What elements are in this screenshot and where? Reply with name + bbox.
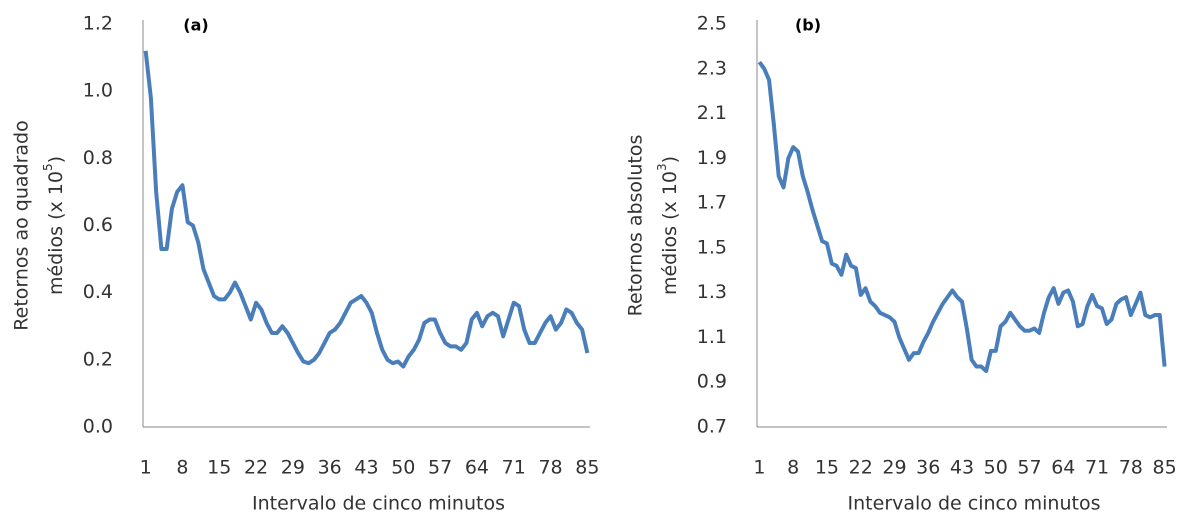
x-tick-label: 78 <box>1119 457 1143 479</box>
x-tick-label: 36 <box>916 457 940 479</box>
x-tick-label: 1 <box>140 457 152 479</box>
y-tick-label: 0.8 <box>83 147 113 169</box>
x-tick-label: 29 <box>882 457 906 479</box>
y-label-suffix: ) <box>45 156 67 163</box>
y-tick-label: 1.1 <box>697 326 727 348</box>
y-tick-label: 1.9 <box>697 147 727 169</box>
y-tick-label: 0.7 <box>697 416 727 438</box>
y-tick-label: 1.2 <box>83 13 113 35</box>
x-tick-label: 78 <box>538 457 562 479</box>
x-tick-label: 85 <box>575 457 599 479</box>
y-label-text: médios (x 10 <box>45 171 67 295</box>
x-axis-label: Intervalo de cinco minutos <box>848 493 1101 515</box>
y-tick-label: 1.3 <box>697 281 727 303</box>
chart-panel: 0.70.91.11.31.51.71.92.12.32.51 8 15 22 29 36… <box>625 13 1177 515</box>
y-tick-label: 0.4 <box>83 281 113 303</box>
y-tick-label: 1.0 <box>83 80 113 102</box>
x-tick-label: 8 <box>787 457 799 479</box>
x-tick-label: 1 <box>753 457 765 479</box>
y-label-suffix: ) <box>659 156 681 163</box>
x-tick-label: 15 <box>207 457 231 479</box>
x-tick-label: 29 <box>281 457 305 479</box>
data-line <box>757 60 1167 374</box>
data-line <box>143 50 590 369</box>
x-tick-label: 43 <box>950 457 974 479</box>
x-tick-label: 64 <box>465 457 489 479</box>
y-tick-label: 0.2 <box>83 348 113 370</box>
y-axis-label: médios (x 103) <box>655 156 681 295</box>
chart-title: (b) <box>795 16 821 35</box>
x-tick-label: 8 <box>176 457 188 479</box>
x-tick-label: 15 <box>815 457 839 479</box>
x-tick-label: 22 <box>244 457 268 479</box>
y-tick-label: 2.5 <box>697 13 727 35</box>
x-tick-label: 64 <box>1051 457 1075 479</box>
y-tick-label: 1.5 <box>697 236 727 258</box>
x-tick-label: 57 <box>428 457 452 479</box>
x-tick-label: 36 <box>318 457 342 479</box>
x-tick-label: 43 <box>354 457 378 479</box>
y-tick-label: 2.3 <box>697 57 727 79</box>
x-tick-label: 71 <box>1085 457 1109 479</box>
y-axis-label: Retornos absolutos <box>625 135 647 317</box>
y-tick-label: 0.0 <box>83 416 113 438</box>
x-tick-label: 22 <box>849 457 873 479</box>
y-tick-label: 0.6 <box>83 214 113 236</box>
y-label-text: médios (x 10 <box>659 171 681 295</box>
y-tick-label: 0.9 <box>697 371 727 393</box>
x-axis-label: Intervalo de cinco minutos <box>252 493 505 515</box>
x-tick-label: 71 <box>502 457 526 479</box>
x-tick-label: 85 <box>1152 457 1176 479</box>
x-tick-label: 50 <box>391 457 415 479</box>
x-tick-label: 57 <box>1017 457 1041 479</box>
y-axis-label: médios (x 105) <box>41 156 67 295</box>
y-label-superscript: 3 <box>655 163 669 171</box>
x-tick-label: 50 <box>984 457 1008 479</box>
y-tick-label: 2.1 <box>697 102 727 124</box>
y-tick-label: 1.7 <box>697 192 727 214</box>
chart-panel: 0.0 0.2 0.4 0.6 0.8 1.0 1.2 1 8 15 22 29 36 43 50 57 64 7… <box>11 13 600 515</box>
y-label-superscript: 5 <box>41 163 55 171</box>
y-axis-label: Retornos ao quadrado <box>11 120 33 330</box>
chart-title: (a) <box>183 16 208 35</box>
